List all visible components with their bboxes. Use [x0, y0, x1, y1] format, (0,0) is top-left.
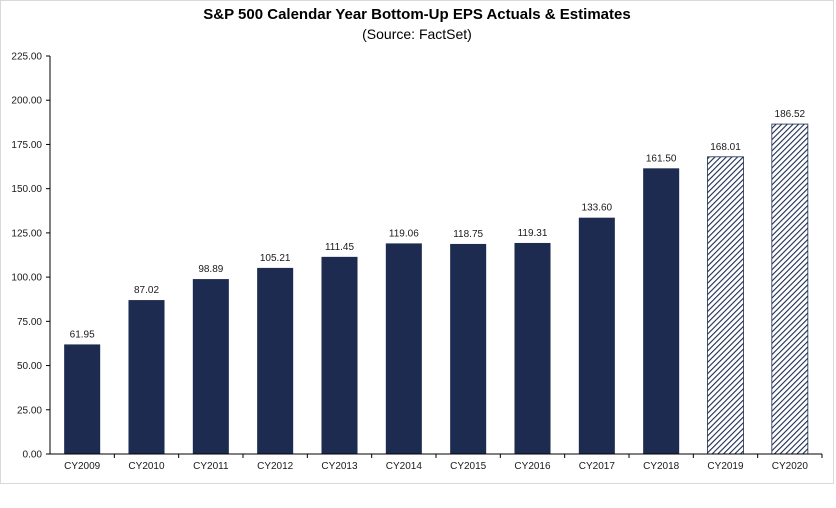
bar-cy2011 — [192, 279, 229, 454]
y-tick-label: 0.00 — [23, 450, 43, 461]
x-tick-label-cy2015: CY2015 — [450, 461, 487, 472]
x-axis: CY2009 CY2010 CY2011 CY2012 CY2013 CY2014 CY20… — [50, 453, 823, 472]
bar-cy2012 — [257, 267, 294, 454]
x-tick-label-cy2019: CY2019 — [707, 461, 744, 472]
bar-cy2020 — [771, 123, 809, 455]
data-label-cy2011: 98.89 — [198, 264, 223, 275]
chart-subtitle: (Source: FactSet) — [362, 26, 472, 42]
x-tick-label-cy2016: CY2016 — [514, 461, 551, 472]
x-tick-label-cy2017: CY2017 — [579, 461, 616, 472]
y-tick-label: 75.00 — [17, 317, 42, 328]
y-tick-label: 25.00 — [17, 405, 42, 416]
data-label-cy2014: 119.06 — [389, 228, 419, 239]
bar-cy2014 — [385, 243, 422, 454]
x-tick-label-cy2010: CY2010 — [128, 461, 165, 472]
bar-cy2018 — [643, 168, 680, 454]
bar-cy2017 — [578, 217, 615, 454]
y-axis: 0.00 25.00 50.00 75.00 100.00 125.00 150.00 175… — [11, 52, 51, 461]
data-label-cy2012: 105.21 — [260, 253, 291, 264]
x-tick-label-cy2018: CY2018 — [643, 461, 680, 472]
x-tick-label-cy2011: CY2011 — [193, 461, 229, 472]
data-label-cy2017: 133.60 — [582, 203, 613, 214]
y-tick-label: 125.00 — [11, 228, 42, 239]
x-tick-label-cy2020: CY2020 — [772, 461, 809, 472]
y-tick-label: 175.00 — [11, 140, 42, 151]
y-tick-label: 50.00 — [17, 361, 42, 372]
data-label-cy2010: 87.02 — [134, 285, 159, 296]
y-tick-label: 100.00 — [11, 273, 42, 284]
chart-title: S&P 500 Calendar Year Bottom-Up EPS Actu… — [203, 6, 631, 23]
bar-cy2013 — [321, 256, 358, 454]
bar-cy2016 — [514, 242, 551, 454]
bar-cy2009 — [64, 344, 101, 454]
data-label-cy2019: 168.01 — [710, 142, 741, 153]
data-label-cy2020: 186.52 — [775, 109, 806, 120]
bars: 61.95 87.02 98.89 105.21 111.45 119.06 118.75 1… — [64, 109, 809, 455]
data-label-cy2013: 111.45 — [325, 242, 355, 253]
x-tick-label-cy2012: CY2012 — [257, 461, 294, 472]
y-tick-label: 200.00 — [11, 96, 42, 107]
data-label-cy2018: 161.50 — [646, 153, 677, 164]
y-tick-label: 225.00 — [11, 52, 42, 63]
bar-cy2019 — [707, 156, 744, 455]
y-tick-label: 150.00 — [11, 184, 42, 195]
data-label-cy2015: 118.75 — [453, 229, 483, 240]
data-label-cy2009: 61.95 — [70, 329, 95, 340]
bar-cy2010 — [128, 300, 165, 454]
x-tick-label-cy2014: CY2014 — [386, 461, 423, 472]
data-label-cy2016: 119.31 — [518, 228, 548, 239]
x-tick-label-cy2009: CY2009 — [64, 461, 101, 472]
x-tick-label-cy2013: CY2013 — [321, 461, 358, 472]
bar-cy2015 — [450, 243, 487, 454]
